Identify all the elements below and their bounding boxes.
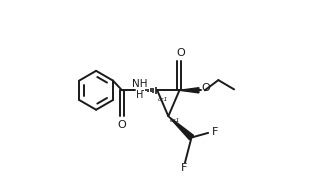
Text: F: F (212, 127, 218, 137)
Polygon shape (180, 88, 199, 93)
Text: NH: NH (132, 79, 148, 89)
Text: or1: or1 (158, 97, 169, 102)
Polygon shape (168, 116, 194, 140)
Text: F: F (181, 163, 187, 174)
Text: O: O (202, 83, 211, 93)
Text: O: O (118, 120, 126, 130)
Text: or1: or1 (170, 118, 180, 123)
Text: O: O (176, 48, 185, 58)
Text: H: H (136, 90, 143, 100)
